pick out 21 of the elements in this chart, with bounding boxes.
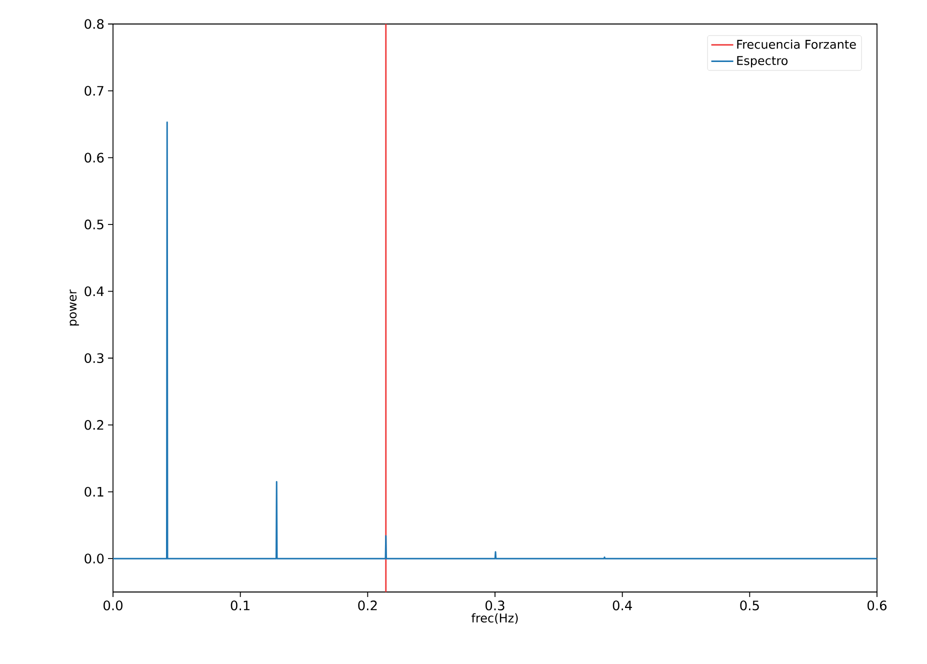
y-axis-title: power	[70, 289, 79, 326]
x-axis-title: frec(Hz)	[472, 613, 518, 624]
x-tick-label: 0.0	[104, 600, 122, 610]
y-tick-label: 0.5	[84, 220, 104, 230]
y-tick-label: 0.8	[84, 19, 104, 29]
y-tick-label: 0.4	[84, 286, 104, 296]
x-tick-label: 0.1	[230, 600, 250, 610]
line-series	[113, 121, 877, 560]
x-tick-label: 0.2	[358, 600, 377, 610]
y-tick-label: 0.7	[84, 86, 104, 96]
x-tick-label: 0.5	[740, 600, 759, 610]
x-tick-label: 0.6	[868, 600, 887, 610]
x-tick-label: 0.4	[612, 600, 632, 610]
y-tick-label: 0.2	[84, 420, 104, 430]
y-tick-label: 0.3	[84, 353, 104, 364]
y-tick-label: 0.0	[84, 554, 104, 564]
x-tick-label: 0.3	[486, 600, 504, 610]
legend-label: Frecuencia Forzante	[737, 40, 856, 49]
legend-label: Espectro	[737, 56, 788, 68]
y-tick-label: 0.1	[84, 486, 104, 497]
y-tick-label: 0.6	[84, 152, 104, 163]
